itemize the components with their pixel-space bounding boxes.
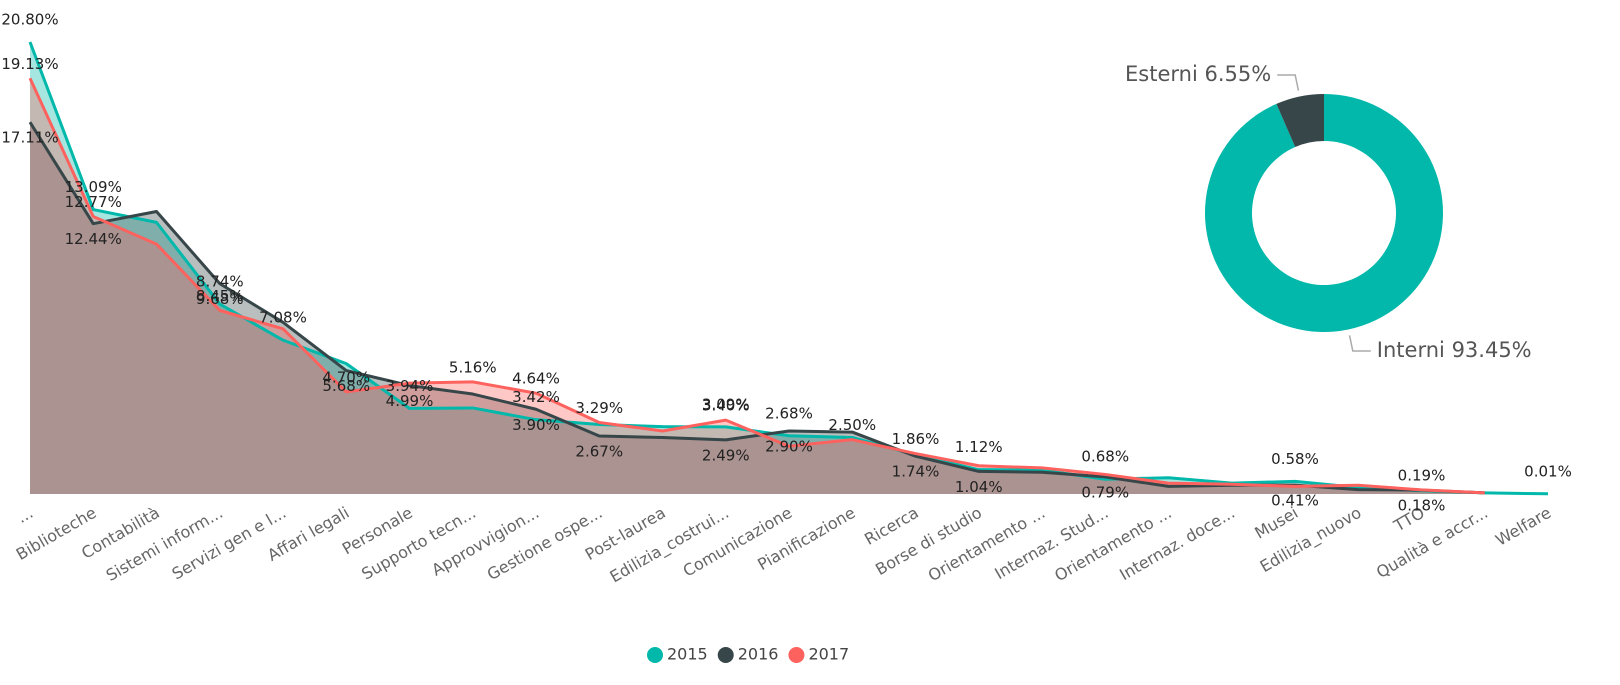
x-tick-label: Servizi gen e l... bbox=[169, 503, 290, 584]
legend: 2015 2016 2017 bbox=[647, 645, 849, 664]
data-label: 8.45% bbox=[196, 287, 244, 305]
data-label: 1.74% bbox=[892, 463, 940, 481]
data-label: 0.19% bbox=[1398, 466, 1446, 484]
data-label: 7.08% bbox=[259, 309, 307, 327]
donut-label: Esterni 6.55% bbox=[1125, 62, 1271, 86]
data-label: 12.77% bbox=[65, 193, 122, 211]
x-tick-label: Internaz. doce... bbox=[1116, 503, 1238, 584]
value: 93.45% bbox=[1452, 338, 1532, 362]
x-tick-label: Supporto tecn... bbox=[358, 503, 479, 584]
legend-label: 2015 bbox=[667, 645, 708, 664]
line bbox=[28, 41, 1549, 496]
data-label: 4.99% bbox=[386, 392, 434, 410]
data-label: 9.68% bbox=[196, 290, 244, 308]
line bbox=[28, 77, 1485, 495]
data-label: 0.41% bbox=[1271, 492, 1319, 510]
data-label: 17.11% bbox=[1, 129, 58, 147]
data-label: 0.18% bbox=[1398, 497, 1446, 515]
donut-slice bbox=[1205, 94, 1443, 332]
data-label: 4.70% bbox=[322, 368, 370, 386]
data-label: 4.64% bbox=[512, 370, 560, 388]
data-label: 2.90% bbox=[765, 437, 813, 455]
value: 6.55% bbox=[1204, 62, 1271, 86]
legend-swatch bbox=[788, 647, 805, 663]
data-label: 3.09% bbox=[702, 395, 750, 413]
data-label: 0.58% bbox=[1271, 450, 1319, 468]
x-tick-label: Qualità e accr... bbox=[1373, 503, 1491, 582]
data-label: 3.90% bbox=[512, 416, 560, 434]
data-label: 13.09% bbox=[65, 178, 122, 196]
data-label: 3.29% bbox=[575, 399, 623, 417]
leader-line bbox=[1277, 74, 1300, 91]
legend-swatch bbox=[647, 647, 663, 663]
area bbox=[30, 122, 1485, 495]
data-label: 2.49% bbox=[702, 446, 750, 464]
data-label: 1.12% bbox=[955, 438, 1003, 456]
data-label: 3.40% bbox=[702, 397, 750, 415]
data-label: 1.86% bbox=[892, 430, 940, 448]
donut-slice bbox=[1276, 94, 1324, 148]
data-label: 12.44% bbox=[65, 230, 122, 248]
data-label: 0.79% bbox=[1081, 483, 1129, 501]
area bbox=[30, 78, 1485, 495]
leader-line bbox=[1348, 335, 1371, 352]
data-label: 1.04% bbox=[955, 478, 1003, 496]
data-label: 0.01% bbox=[1524, 462, 1572, 480]
legend-swatch bbox=[717, 647, 734, 663]
legend-label: 2017 bbox=[808, 645, 849, 664]
x-tick-label: Internaz. Stud... bbox=[991, 503, 1111, 583]
x-tick-label: ... bbox=[14, 503, 37, 527]
data-label: 20.80% bbox=[1, 11, 58, 29]
data-label: 8.74% bbox=[196, 273, 244, 291]
data-label: 0.68% bbox=[1081, 448, 1129, 466]
x-tick-label: Welfare bbox=[1492, 503, 1554, 550]
data-label: 3.94% bbox=[386, 377, 434, 395]
data-label: 3.42% bbox=[512, 388, 560, 406]
x-tick-label: Comunicazione bbox=[680, 503, 796, 581]
legend-label: 2016 bbox=[738, 645, 779, 664]
data-label: 2.50% bbox=[828, 416, 876, 434]
data-label: 5.68% bbox=[322, 377, 370, 395]
data-label: 2.68% bbox=[765, 404, 813, 422]
area bbox=[30, 42, 1548, 494]
data-label: 19.13% bbox=[1, 55, 58, 73]
data-label: 2.67% bbox=[575, 442, 623, 460]
category: Esterni bbox=[1125, 62, 1198, 86]
data-label: 5.16% bbox=[449, 358, 497, 376]
category: Interni bbox=[1377, 338, 1445, 362]
donut-label: Interni 93.45% bbox=[1377, 338, 1532, 362]
